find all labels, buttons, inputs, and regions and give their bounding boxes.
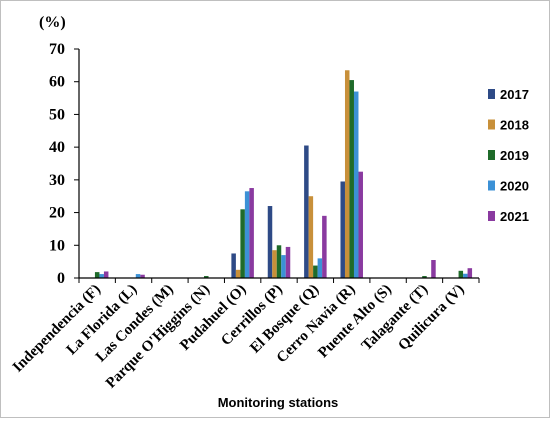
y-axis-ticks: 0 10 20 30 40 50 60 70: [49, 41, 79, 287]
legend-swatch-2021: [488, 211, 495, 221]
legend-swatch-2020: [488, 180, 495, 191]
bar-2018-6: [308, 196, 314, 278]
x-axis-title: Monitoring stations: [218, 395, 339, 410]
y-tick-label: 40: [49, 139, 65, 156]
bar-2020-7: [353, 91, 359, 279]
legend-swatch-2019: [488, 150, 495, 160]
bar-2019-4: [240, 209, 245, 278]
bar-2017-6: [304, 145, 309, 278]
y-tick-label: 20: [49, 205, 65, 222]
bar-2019-9: [422, 276, 427, 278]
axes: [78, 49, 480, 283]
y-axis-unit-label: (%): [39, 14, 66, 31]
bar-2021-1: [140, 274, 145, 278]
y-tick-label: 70: [49, 41, 65, 58]
bar-2020-0: [99, 274, 104, 278]
legend: 2017 2018 2019 2020 2021: [488, 87, 529, 224]
bar-2021-5: [285, 246, 291, 278]
bar-2020-5: [281, 255, 286, 278]
bar-2019-5: [276, 245, 282, 278]
y-tick-label: 10: [49, 237, 65, 254]
bar-2019-3: [204, 276, 209, 278]
bar-2018-4: [235, 269, 241, 278]
bar-2021-0: [103, 271, 109, 278]
y-tick-label: 60: [49, 74, 65, 91]
y-tick-label: 50: [49, 106, 65, 123]
bar-2021-7: [358, 171, 363, 278]
bar-2019-10: [458, 270, 464, 278]
bar-2021-9: [431, 260, 436, 278]
bar-2019-6: [313, 265, 318, 278]
bar-2018-7: [344, 70, 350, 278]
y-tick-label: 0: [57, 270, 65, 287]
bar-2020-4: [244, 191, 250, 278]
bar-2020-1: [135, 274, 141, 278]
bar-2017-7: [340, 181, 345, 278]
legend-label-2017: 2017: [500, 87, 529, 102]
bar-2019-7: [349, 80, 354, 278]
bar-2021-6: [322, 215, 327, 278]
legend-label-2021: 2021: [500, 209, 529, 224]
bar-2017-4: [231, 253, 236, 278]
bar-series: [94, 70, 473, 279]
x-axis-category-labels: Independencia (F)La Florida (L)Las Conde…: [10, 282, 468, 392]
legend-label-2020: 2020: [500, 179, 529, 194]
y-tick-label: 30: [49, 172, 65, 189]
bar-2017-5: [267, 206, 273, 278]
legend-swatch-2017: [488, 89, 495, 99]
bar-2020-10: [463, 273, 468, 278]
bar-2019-0: [94, 272, 100, 278]
legend-label-2019: 2019: [500, 148, 529, 163]
bar-2020-6: [317, 258, 323, 278]
bar-2021-4: [249, 188, 254, 278]
bar-2021-10: [467, 268, 473, 278]
bar-2018-5: [272, 250, 277, 278]
legend-swatch-2018: [488, 119, 495, 130]
legend-label-2018: 2018: [500, 118, 529, 133]
